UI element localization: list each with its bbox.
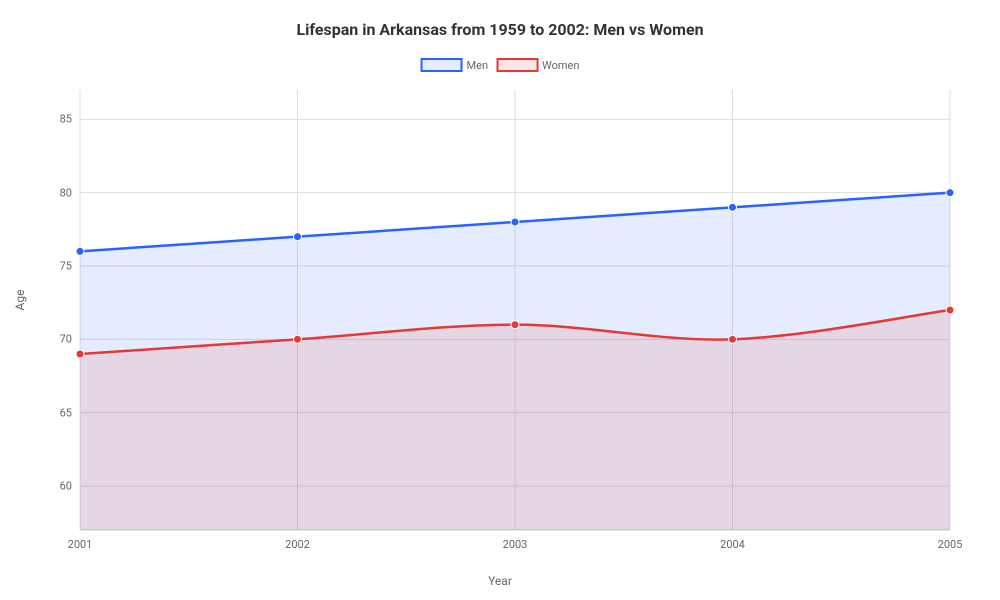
x-axis-label: Year (488, 574, 512, 588)
marker-women (946, 306, 954, 314)
marker-men (511, 218, 519, 226)
marker-men (946, 189, 954, 197)
legend-label-men: Men (467, 59, 489, 72)
marker-women (729, 335, 737, 343)
y-tick-label: 60 (60, 480, 72, 493)
legend-swatch-women (496, 58, 538, 72)
legend-item-men: Men (421, 58, 489, 72)
marker-women (294, 335, 302, 343)
plot-svg (80, 90, 950, 530)
marker-women (511, 321, 519, 329)
marker-men (76, 247, 84, 255)
y-tick-label: 70 (60, 333, 72, 346)
legend-swatch-men (421, 58, 463, 72)
y-tick-label: 65 (60, 406, 72, 419)
chart-container: Lifespan in Arkansas from 1959 to 2002: … (0, 0, 1000, 600)
x-tick-label: 2001 (68, 538, 93, 551)
x-tick-label: 2005 (938, 538, 963, 551)
marker-men (294, 233, 302, 241)
y-tick-label: 85 (60, 113, 72, 126)
y-tick-label: 75 (60, 260, 72, 273)
x-tick-label: 2002 (285, 538, 310, 551)
legend: Men Women (421, 58, 580, 72)
marker-men (729, 203, 737, 211)
legend-label-women: Women (542, 59, 579, 72)
marker-women (76, 350, 84, 358)
y-axis-label: Age (13, 290, 27, 311)
chart-title: Lifespan in Arkansas from 1959 to 2002: … (0, 20, 1000, 39)
plot-area: 60657075808520012002200320042005 (80, 90, 950, 530)
x-tick-label: 2003 (503, 538, 528, 551)
y-tick-label: 80 (60, 186, 72, 199)
x-tick-label: 2004 (720, 538, 745, 551)
legend-item-women: Women (496, 58, 579, 72)
